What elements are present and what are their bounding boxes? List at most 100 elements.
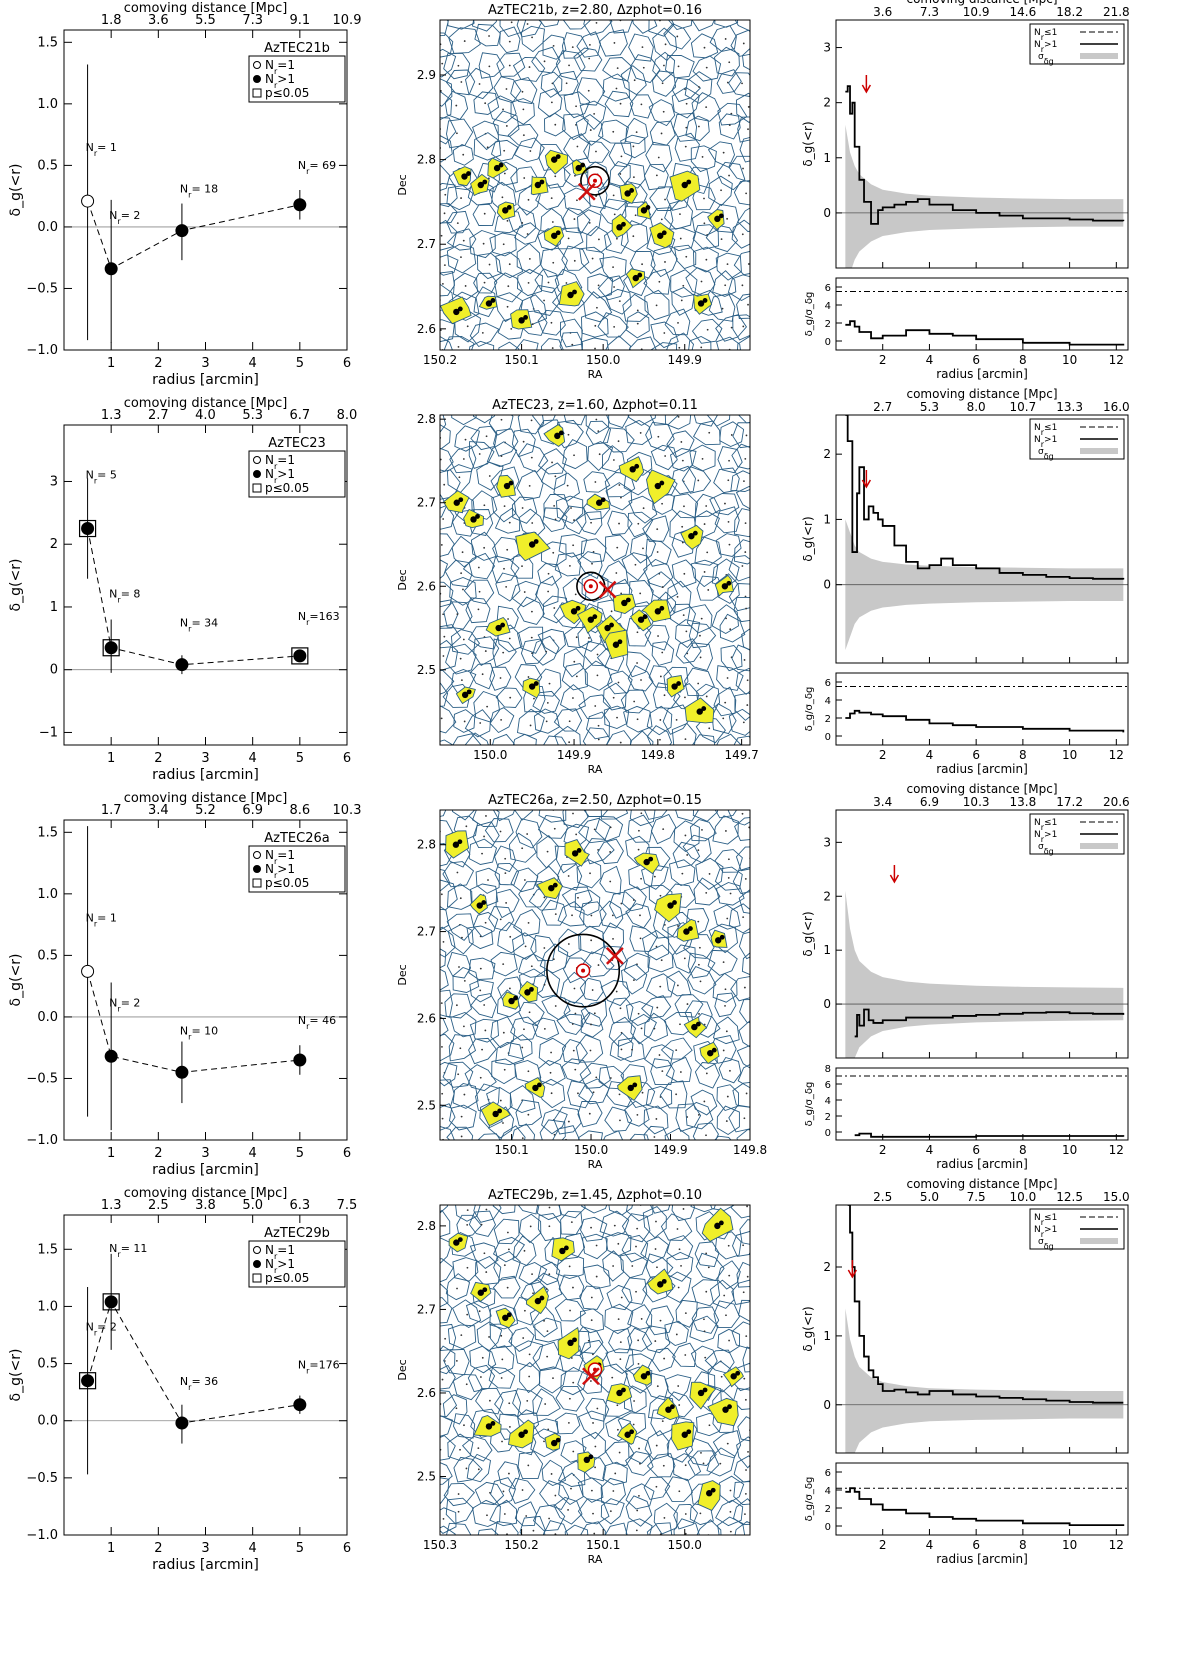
voronoi-cell: [484, 818, 514, 843]
member-galaxy: [642, 614, 648, 620]
voronoi-cell: [491, 1058, 516, 1085]
galaxy-dot: [640, 679, 642, 681]
galaxy-dot: [619, 1358, 622, 1360]
galaxy-dot: [703, 571, 706, 573]
galaxy-dot: [697, 125, 700, 128]
galaxy-dot: [552, 551, 555, 554]
galaxy-dot: [663, 694, 666, 697]
voronoi-cell: [553, 708, 583, 732]
map-title: AzTEC26a, z=2.50, Δzphot=0.15: [488, 793, 702, 808]
galaxy-dot: [440, 544, 443, 546]
voronoi-cell: [581, 1205, 608, 1214]
voronoi-cell: [493, 1218, 520, 1245]
voronoi-cell: [757, 948, 787, 972]
galaxy-dot: [659, 719, 662, 721]
voronoi-cell: [465, 1300, 492, 1323]
y2-tick-label: 4: [825, 301, 831, 312]
voronoi-cell: [732, 422, 750, 449]
legend-title: AzTEC23: [268, 436, 326, 451]
y-tick-label: 3: [50, 474, 58, 489]
galaxy-dot: [435, 878, 437, 880]
galaxy-dot: [655, 1444, 658, 1447]
galaxy-dot: [771, 958, 773, 960]
voronoi-cell: [629, 94, 654, 119]
galaxy-dot: [618, 522, 620, 525]
ra-tick-label: 150.0: [574, 1143, 608, 1157]
y-tick-label: 0.0: [37, 1414, 58, 1429]
galaxy-dot: [729, 1530, 732, 1533]
galaxy-dot: [459, 1047, 462, 1050]
galaxy-dot: [466, 325, 469, 328]
voronoi-cell: [562, 20, 592, 30]
member-galaxy: [552, 882, 558, 888]
voronoi-cell: [753, 867, 779, 896]
voronoi-cell: [632, 20, 658, 34]
galaxy-dot: [742, 916, 745, 919]
member-galaxy: [645, 204, 651, 210]
galaxy-dot: [743, 659, 746, 661]
galaxy-dot: [521, 507, 524, 509]
member-galaxy: [688, 926, 693, 931]
voronoi-cell: [736, 1261, 750, 1288]
galaxy-dot: [611, 1376, 614, 1379]
galaxy-dot: [661, 586, 664, 588]
galaxy-dot: [505, 585, 508, 588]
galaxy-dot: [547, 281, 550, 284]
top-tick-label: 15.0: [1103, 1190, 1130, 1204]
galaxy-dot: [658, 1054, 661, 1056]
member-galaxy: [567, 1339, 574, 1347]
galaxy-dot: [478, 83, 481, 85]
member-galaxy: [533, 681, 539, 686]
voronoi-cell: [664, 1320, 689, 1346]
voronoi-cell: [511, 496, 538, 524]
voronoi-cell: [598, 1065, 624, 1090]
galaxy-dot: [508, 40, 511, 43]
galaxy-dot: [456, 132, 458, 135]
voronoi-cell: [759, 993, 783, 1020]
y-tick-label: 2: [823, 447, 831, 461]
voronoi-cell: [737, 207, 750, 233]
galaxy-dot: [747, 303, 749, 306]
galaxy-dot: [506, 1231, 509, 1234]
galaxy-dot: [612, 1265, 615, 1267]
galaxy-dot: [612, 459, 615, 461]
voronoi-cell: [629, 336, 657, 350]
voronoi-cell: [537, 814, 569, 839]
member-galaxy: [722, 1406, 729, 1413]
voronoi-cell: [440, 1061, 458, 1087]
overdensity-peak-cross: [577, 182, 596, 201]
galaxy-dot: [500, 719, 503, 721]
galaxy-dot: [521, 1046, 524, 1049]
galaxy-dot: [588, 43, 591, 46]
galaxy-dot: [677, 1385, 680, 1387]
voronoi-cell: [629, 1133, 649, 1140]
voronoi-cell: [662, 704, 691, 735]
galaxy-dot: [552, 44, 555, 47]
top-tick-label: 13.8: [1010, 795, 1037, 809]
galaxy-dot: [551, 221, 554, 223]
galaxy-dot: [485, 1208, 488, 1211]
galaxy-dot: [656, 551, 659, 553]
voronoi-cell: [696, 1150, 721, 1175]
galaxy-dot: [683, 572, 686, 575]
legend-filled-marker: [253, 75, 261, 83]
voronoi-cell: [597, 312, 629, 338]
voronoi-cell: [446, 210, 470, 234]
galaxy-dot: [548, 1206, 551, 1209]
top-tick-label: 8.0: [967, 400, 986, 414]
voronoi-cell: [452, 143, 474, 166]
voronoi-cell: [454, 425, 480, 452]
galaxy-dot: [503, 172, 506, 175]
voronoi-cell: [624, 1100, 650, 1127]
galaxy-dot: [462, 458, 465, 460]
galaxy-dot: [766, 23, 768, 25]
galaxy-dot: [698, 946, 701, 949]
galaxy-dot: [707, 589, 710, 591]
galaxy-dot: [550, 1092, 553, 1095]
galaxy-dot: [636, 322, 639, 325]
member-galaxy: [702, 1387, 708, 1393]
galaxy-dot: [634, 214, 637, 217]
galaxy-dot: [527, 922, 530, 924]
